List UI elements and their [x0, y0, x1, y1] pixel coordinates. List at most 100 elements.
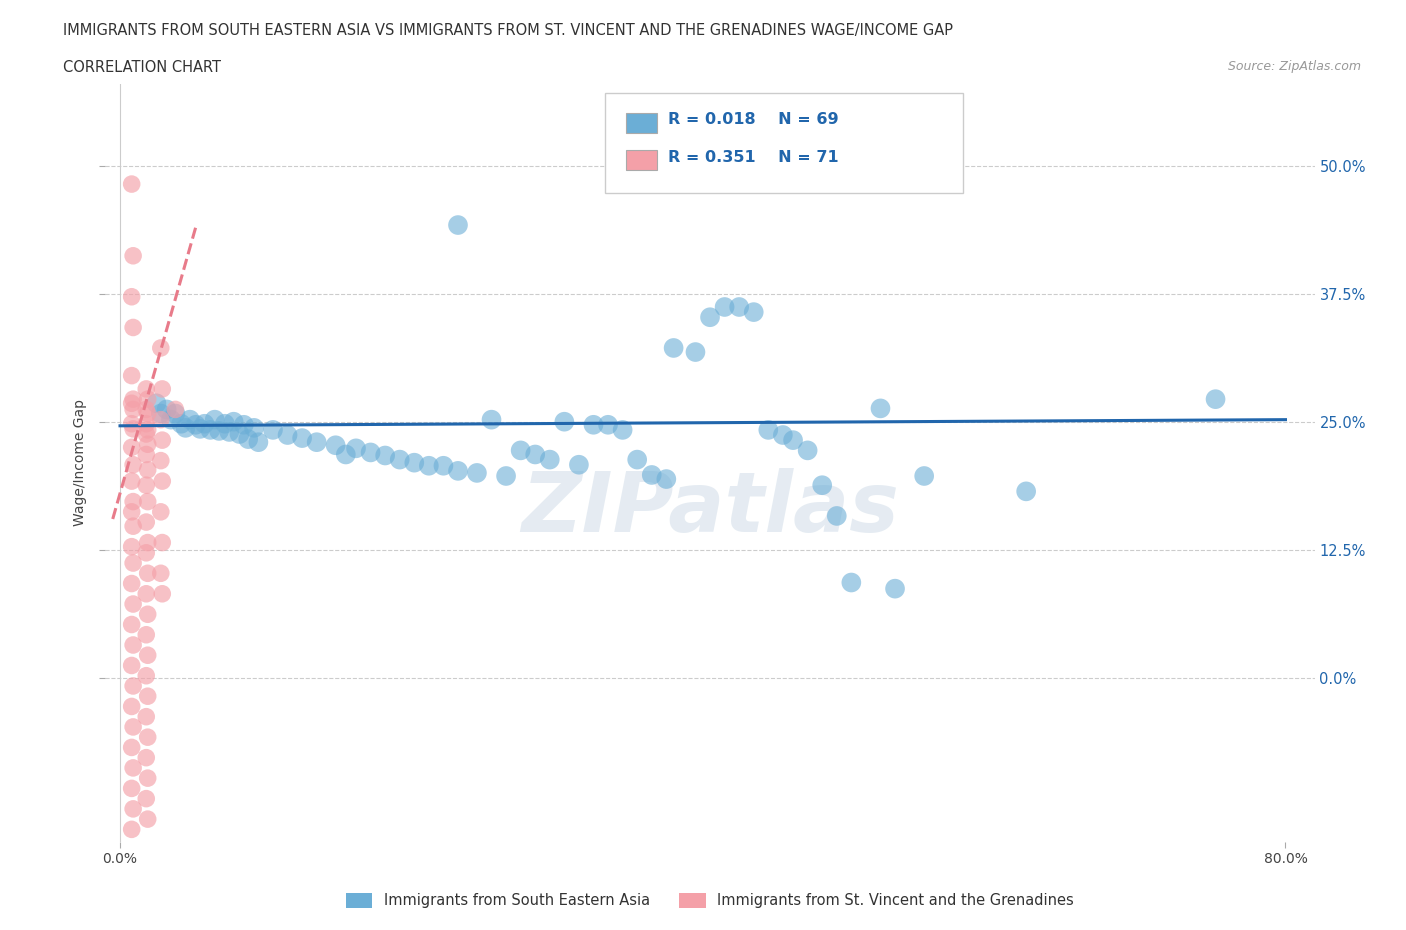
Point — [184, 418, 207, 432]
Point — [218, 424, 240, 439]
Point — [305, 434, 328, 449]
Point — [291, 431, 314, 445]
Text: CORRELATION CHART: CORRELATION CHART — [63, 60, 221, 75]
Point — [135, 447, 157, 462]
Point — [165, 406, 187, 421]
Point — [156, 402, 179, 417]
Text: IMMIGRANTS FROM SOUTH EASTERN ASIA VS IMMIGRANTS FROM ST. VINCENT AND THE GRENAD: IMMIGRANTS FROM SOUTH EASTERN ASIA VS IM… — [63, 23, 953, 38]
Point — [912, 469, 935, 484]
Point — [796, 443, 818, 458]
Point — [122, 720, 145, 735]
Point — [360, 445, 382, 459]
Point — [150, 586, 173, 601]
Point — [136, 771, 159, 786]
Point — [841, 575, 863, 590]
Point — [122, 596, 145, 611]
Point — [228, 427, 250, 442]
Point — [121, 440, 143, 455]
Point — [626, 452, 648, 467]
Point — [122, 320, 145, 335]
Point — [222, 414, 245, 429]
Point — [728, 299, 751, 314]
Point — [121, 822, 143, 837]
Point — [121, 539, 143, 554]
Point — [782, 432, 804, 447]
Point — [136, 462, 159, 477]
Point — [121, 781, 143, 796]
Point — [160, 412, 183, 427]
Point — [825, 509, 848, 524]
Point — [204, 412, 226, 427]
Point — [135, 586, 157, 601]
Point — [200, 422, 222, 437]
Point — [165, 402, 187, 417]
Point — [136, 535, 159, 550]
Point — [612, 422, 634, 437]
Point — [136, 565, 159, 580]
Point — [641, 468, 664, 483]
Point — [238, 432, 260, 446]
Point — [869, 401, 891, 416]
Point — [811, 478, 834, 493]
Point — [538, 452, 561, 467]
Point — [121, 618, 143, 632]
Y-axis label: Wage/Income Gap: Wage/Income Gap — [73, 399, 87, 526]
Point — [524, 447, 547, 462]
Point — [121, 473, 143, 488]
Point — [135, 402, 157, 417]
Point — [277, 428, 299, 443]
Point — [122, 519, 145, 534]
Point — [756, 422, 779, 437]
Point — [170, 417, 193, 432]
Point — [121, 368, 143, 383]
Point — [121, 177, 143, 192]
Point — [596, 418, 619, 432]
Text: R = 0.018    N = 69: R = 0.018 N = 69 — [668, 113, 838, 127]
Point — [121, 289, 143, 304]
Point — [135, 628, 157, 643]
Point — [149, 340, 172, 355]
Point — [149, 406, 172, 421]
Point — [135, 381, 157, 396]
Point — [262, 422, 284, 437]
Point — [136, 689, 159, 704]
Point — [136, 422, 159, 437]
Point — [149, 453, 172, 468]
Point — [135, 417, 157, 432]
Point — [122, 761, 145, 776]
Point — [122, 494, 145, 509]
Legend: Immigrants from South Eastern Asia, Immigrants from St. Vincent and the Grenadin: Immigrants from South Eastern Asia, Immi… — [340, 887, 1080, 914]
Point — [149, 565, 172, 580]
Point — [122, 458, 145, 472]
Point — [243, 420, 266, 435]
Point — [344, 441, 367, 456]
Point — [509, 443, 531, 458]
Point — [136, 730, 159, 745]
Point — [150, 381, 173, 396]
Point — [582, 418, 605, 432]
Point — [742, 305, 765, 320]
Point — [232, 418, 254, 432]
Point — [188, 421, 211, 436]
Point — [179, 412, 201, 427]
Point — [121, 396, 143, 411]
Point — [149, 504, 172, 519]
Point — [418, 458, 440, 473]
Point — [122, 248, 145, 263]
Point — [1205, 392, 1227, 406]
Point — [121, 417, 143, 432]
Point — [247, 434, 270, 449]
Point — [699, 310, 721, 325]
Point — [122, 392, 145, 406]
Point — [136, 494, 159, 509]
Text: ZIPatlas: ZIPatlas — [522, 468, 898, 549]
Point — [772, 428, 794, 443]
Point — [121, 740, 143, 755]
Point — [662, 340, 685, 355]
Point — [135, 514, 157, 529]
Point — [121, 699, 143, 714]
Point — [150, 473, 173, 488]
Point — [193, 417, 215, 432]
Point — [432, 458, 454, 473]
Point — [388, 452, 411, 467]
